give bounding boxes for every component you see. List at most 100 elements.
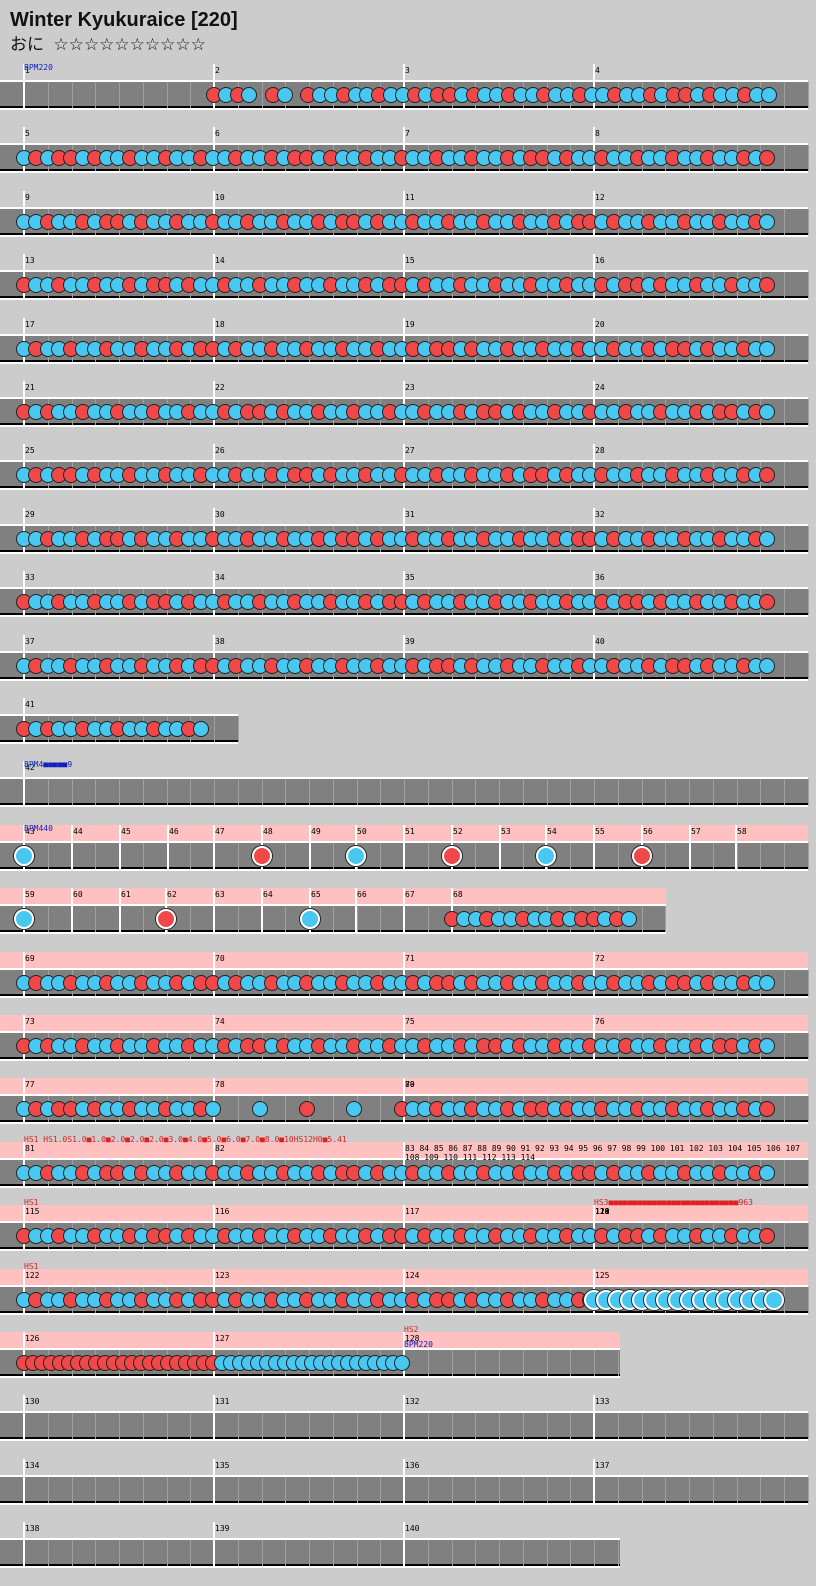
beat-line — [309, 779, 310, 806]
beat-line — [807, 1286, 809, 1313]
beat-line — [332, 1540, 334, 1567]
beat-line — [142, 82, 144, 108]
beat-line — [499, 1540, 500, 1567]
beat-line — [95, 1540, 97, 1567]
measure-number: 119 — [595, 1207, 610, 1217]
measure-number: 25 — [25, 446, 35, 456]
beat-line — [784, 589, 785, 616]
measure-number: 19 — [405, 319, 415, 329]
barline — [499, 824, 501, 871]
measure-number: 72 — [595, 953, 605, 963]
bpm-label: BPM220 — [24, 63, 53, 72]
measure-number: 44 — [73, 826, 83, 836]
chart-header: Winter Kyukuraice [220] おに ☆☆☆☆☆☆☆☆☆☆ — [10, 8, 238, 56]
big-ka-note — [300, 909, 320, 930]
beat-line — [546, 1350, 548, 1376]
big-don-note — [252, 845, 272, 866]
ka-note — [759, 974, 776, 991]
measure-number: 63 — [215, 890, 225, 900]
ka-note — [759, 1164, 776, 1181]
beat-line — [784, 208, 785, 235]
beat-line — [784, 462, 785, 489]
beat-line — [142, 842, 144, 869]
measure-number: 83 84 85 86 87 88 89 90 91 92 93 94 95 9… — [405, 1143, 800, 1162]
barline — [593, 1458, 595, 1505]
beat-line — [71, 779, 73, 806]
beat-line — [784, 82, 785, 108]
beat-line — [784, 399, 785, 425]
measure-number: 53 — [501, 826, 511, 836]
beat-line — [190, 842, 192, 869]
beat-line — [190, 1476, 192, 1503]
measure-number: 9 — [25, 192, 30, 202]
beat-line — [95, 842, 97, 869]
beat-line — [760, 779, 762, 806]
barline — [23, 1522, 25, 1569]
beat-line — [689, 1476, 690, 1503]
beat-line — [499, 779, 500, 806]
measure-number: 126 — [25, 1334, 40, 1343]
beat-line — [665, 906, 667, 933]
beat-line — [546, 1413, 548, 1440]
big-ka-note — [764, 1289, 784, 1310]
measure-number: 4 — [595, 66, 600, 75]
beat-line — [95, 1413, 97, 1440]
chart-row: 21 22 23 24 — [0, 381, 816, 445]
beat-line — [807, 145, 809, 172]
chart-row: 25 26 27 28 — [0, 444, 816, 508]
barline — [119, 888, 121, 935]
beat-line — [119, 1413, 120, 1440]
measure-number: 131 — [215, 1397, 230, 1407]
beat-line — [47, 779, 49, 806]
beat-line — [807, 335, 809, 362]
beat-line — [332, 779, 334, 806]
beat-line — [712, 779, 714, 806]
beat-line — [71, 1540, 73, 1567]
beat-line — [522, 1476, 524, 1503]
ka-note — [621, 911, 637, 928]
beat-line — [119, 82, 120, 108]
beat-line — [356, 1413, 358, 1440]
bpm-label: BPM440 — [24, 823, 53, 833]
beat-line — [451, 1476, 453, 1503]
ka-note — [759, 213, 776, 230]
beat-line — [237, 1540, 239, 1567]
beat-line — [784, 145, 785, 172]
beat-line — [570, 1413, 572, 1440]
beat-line — [570, 1350, 572, 1376]
chart-row: 41 — [0, 698, 816, 762]
measure-number: 38 — [215, 636, 225, 646]
beat-line — [380, 1540, 382, 1567]
beat-line — [784, 842, 785, 869]
beat-line — [190, 82, 192, 108]
beat-line — [522, 779, 524, 806]
measure-number: 64 — [263, 890, 273, 900]
beat-line — [807, 589, 809, 616]
beat-line — [142, 1540, 144, 1567]
barline — [593, 507, 595, 554]
beat-line — [332, 1096, 334, 1123]
measure-number: 82 — [215, 1143, 225, 1153]
beat-line — [261, 82, 263, 108]
chart-row: 37 38 39 40 — [0, 634, 816, 699]
beat-line — [166, 779, 168, 806]
measure-number: 137 — [595, 1460, 610, 1470]
beat-line — [784, 1476, 785, 1503]
beat-line — [166, 82, 168, 108]
ka-note — [759, 340, 776, 357]
measure-number: 138 — [25, 1524, 40, 1534]
measure-number: 6 — [215, 129, 220, 139]
beat-line — [309, 1413, 310, 1440]
barline — [213, 824, 215, 871]
beat-line — [380, 842, 382, 869]
chart-row: 134 135 136 137 — [0, 1458, 816, 1523]
beat-line — [641, 906, 643, 933]
beat-line — [784, 1223, 785, 1250]
measure-number: 54 — [547, 826, 557, 836]
beat-line — [427, 779, 429, 806]
measure-number: 34 — [215, 573, 225, 583]
measure-number: 140 — [405, 1524, 420, 1534]
measure-number: 56 — [643, 826, 653, 836]
beat-line — [475, 1350, 477, 1376]
big-ka-note — [536, 845, 556, 866]
